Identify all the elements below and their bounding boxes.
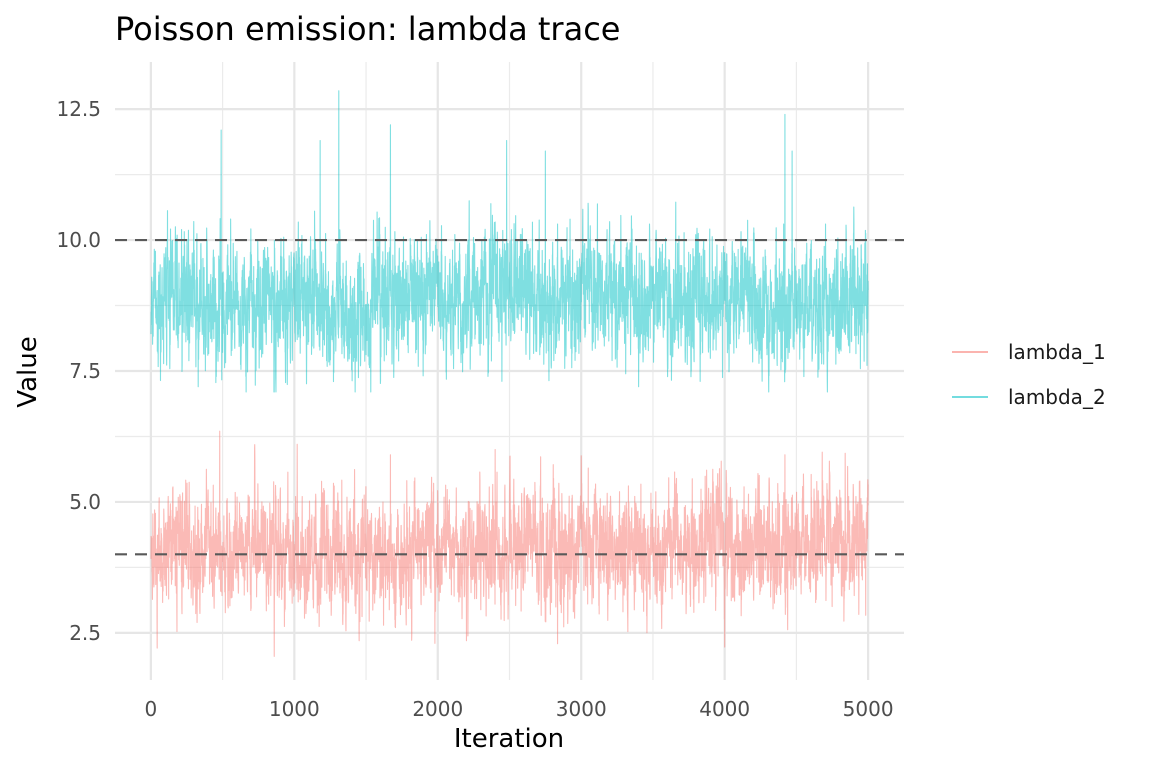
x-tick-label: 5000 — [843, 697, 894, 721]
x-axis-ticks: 0 1000 2000 3000 4000 5000 — [144, 697, 893, 721]
y-axis-ticks: 2.5 5.0 7.5 10.0 12.5 — [56, 97, 101, 645]
legend-label: lambda_1 — [1008, 340, 1106, 364]
x-tick-label: 3000 — [556, 697, 607, 721]
reference-lines — [115, 238, 904, 556]
x-axis-title: Iteration — [454, 724, 564, 754]
series-line-lambda-2 — [150, 90, 869, 393]
y-tick-label: 7.5 — [69, 359, 101, 383]
y-tick-label: 2.5 — [69, 621, 101, 645]
x-tick-label: 1000 — [269, 697, 320, 721]
y-tick-label: 10.0 — [56, 228, 101, 252]
legend: lambda_1 lambda_2 — [952, 340, 1106, 409]
x-tick-label: 0 — [144, 697, 157, 721]
y-tick-label: 5.0 — [69, 490, 101, 514]
y-tick-label: 12.5 — [56, 97, 101, 121]
y-axis-title: Value — [13, 336, 43, 407]
legend-label: lambda_2 — [1008, 385, 1106, 409]
series-layer — [150, 90, 869, 657]
x-tick-label: 4000 — [699, 697, 750, 721]
series-line-lambda-1 — [150, 430, 869, 657]
chart-title: Poisson emission: lambda trace — [115, 10, 620, 48]
x-tick-label: 2000 — [412, 697, 463, 721]
